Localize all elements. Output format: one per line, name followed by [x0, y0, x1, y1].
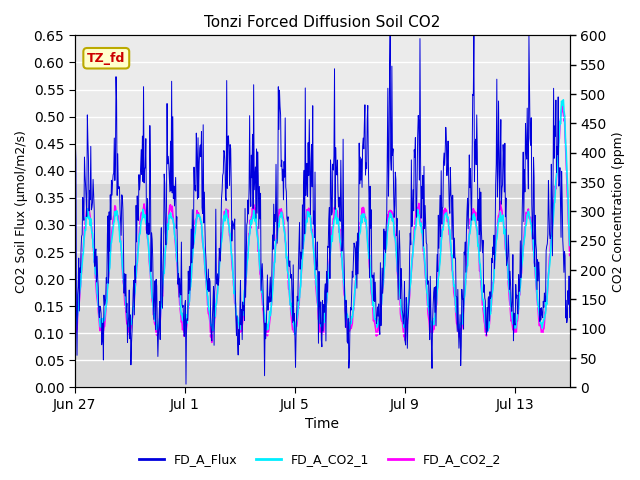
Text: TZ_fd: TZ_fd [87, 52, 125, 65]
Y-axis label: CO2 Concentration (ppm): CO2 Concentration (ppm) [612, 131, 625, 292]
X-axis label: Time: Time [305, 418, 339, 432]
Y-axis label: CO2 Soil Flux (μmol/m2/s): CO2 Soil Flux (μmol/m2/s) [15, 130, 28, 293]
Legend: FD_A_Flux, FD_A_CO2_1, FD_A_CO2_2: FD_A_Flux, FD_A_CO2_1, FD_A_CO2_2 [134, 448, 506, 471]
Title: Tonzi Forced Diffusion Soil CO2: Tonzi Forced Diffusion Soil CO2 [204, 15, 440, 30]
Bar [75, 36, 570, 184]
Bar [75, 184, 570, 387]
